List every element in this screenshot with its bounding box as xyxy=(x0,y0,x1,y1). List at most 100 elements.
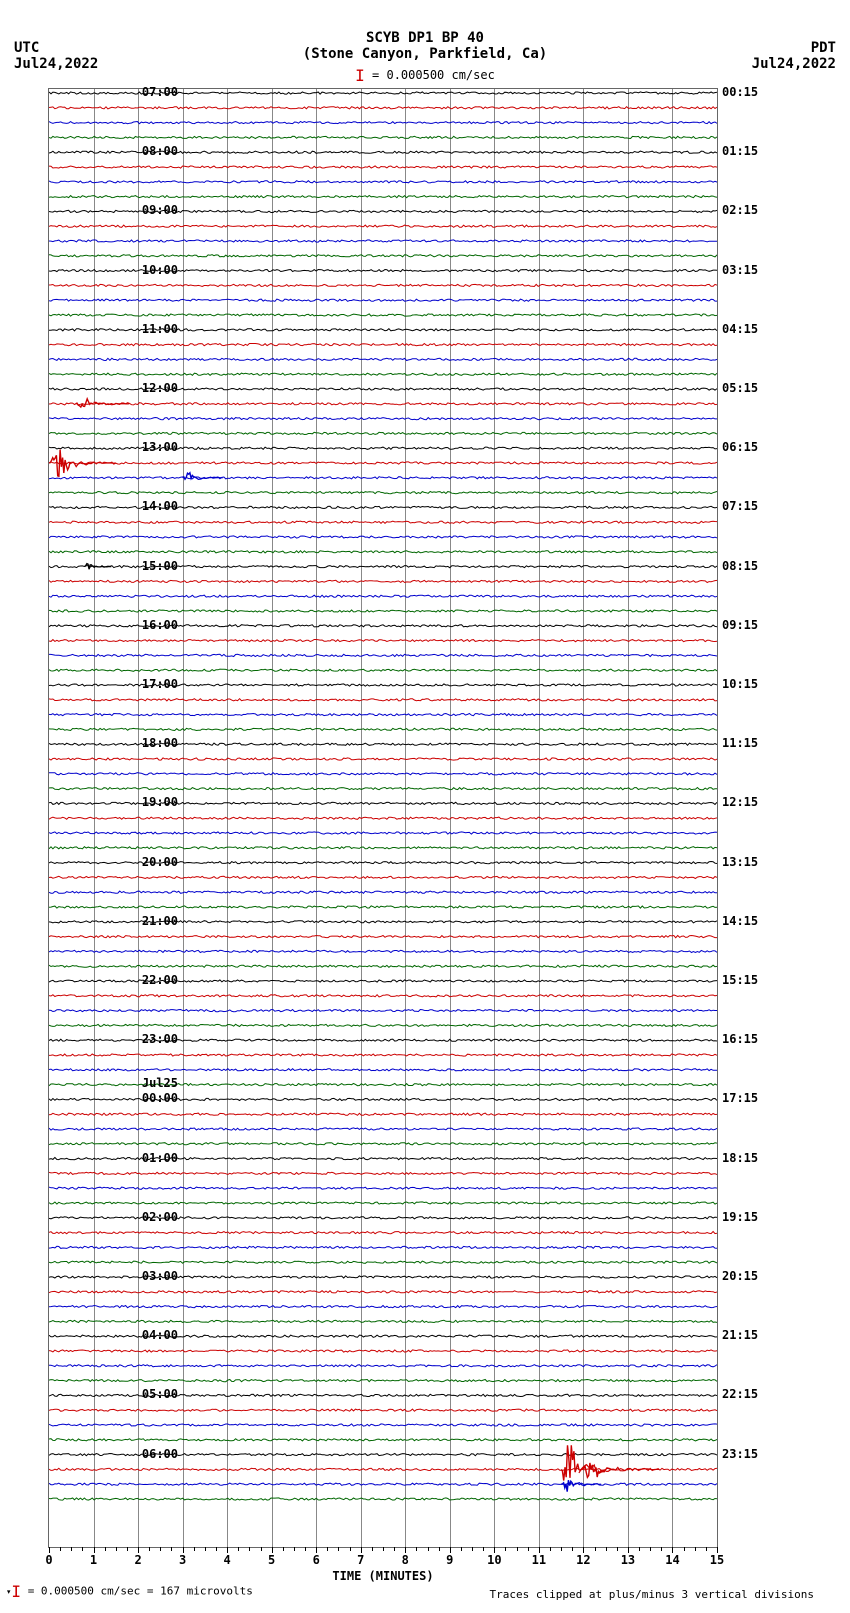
time-left: 18:00 xyxy=(142,736,178,750)
scale-text: = 0.000500 cm/sec xyxy=(372,68,495,82)
time-left: 09:00 xyxy=(142,203,178,217)
time-right: 03:15 xyxy=(722,263,758,277)
xtick-label: 3 xyxy=(179,1553,186,1567)
time-right: 10:15 xyxy=(722,677,758,691)
time-left: 14:00 xyxy=(142,499,178,513)
tz-right: PDT xyxy=(811,40,836,56)
time-left: 04:00 xyxy=(142,1328,178,1342)
xtick-minor xyxy=(116,1547,117,1551)
tz-left: UTC xyxy=(14,40,39,56)
xtick-minor xyxy=(572,1547,573,1551)
time-left: 00:00 xyxy=(142,1091,178,1105)
time-left: 20:00 xyxy=(142,855,178,869)
xtick-minor xyxy=(472,1547,473,1551)
xtick-minor xyxy=(639,1547,640,1551)
xtick-minor xyxy=(383,1547,384,1551)
time-right: 15:15 xyxy=(722,973,758,987)
time-right: 12:15 xyxy=(722,795,758,809)
time-left: 08:00 xyxy=(142,144,178,158)
xtick-minor xyxy=(171,1547,172,1551)
xtick-minor xyxy=(439,1547,440,1551)
xtick-label: 0 xyxy=(45,1553,52,1567)
xtick-minor xyxy=(650,1547,651,1551)
xtick-label: 7 xyxy=(357,1553,364,1567)
xtick-minor xyxy=(294,1547,295,1551)
xtick-minor xyxy=(706,1547,707,1551)
time-right: 19:15 xyxy=(722,1210,758,1224)
xtick-minor xyxy=(238,1547,239,1551)
time-left: 03:00 xyxy=(142,1269,178,1283)
time-left: 19:00 xyxy=(142,795,178,809)
xtick-minor xyxy=(517,1547,518,1551)
time-left: 06:00 xyxy=(142,1447,178,1461)
time-left: 01:00 xyxy=(142,1151,178,1165)
xtick-minor xyxy=(127,1547,128,1551)
xtick-minor xyxy=(305,1547,306,1551)
xtick-minor xyxy=(194,1547,195,1551)
time-left: 02:00 xyxy=(142,1210,178,1224)
time-right: 21:15 xyxy=(722,1328,758,1342)
xtick-minor xyxy=(394,1547,395,1551)
xtick-label: 2 xyxy=(134,1553,141,1567)
time-left: 23:00 xyxy=(142,1032,178,1046)
xtick-minor xyxy=(416,1547,417,1551)
time-right: 16:15 xyxy=(722,1032,758,1046)
time-left: 15:00 xyxy=(142,559,178,573)
xtick-minor xyxy=(283,1547,284,1551)
xtick-minor xyxy=(105,1547,106,1551)
time-right: 07:15 xyxy=(722,499,758,513)
xtick-minor xyxy=(561,1547,562,1551)
time-right: 22:15 xyxy=(722,1387,758,1401)
xtick-label: 14 xyxy=(665,1553,679,1567)
xtick-minor xyxy=(338,1547,339,1551)
time-right: 01:15 xyxy=(722,144,758,158)
time-left: 05:00 xyxy=(142,1387,178,1401)
time-left: 07:00 xyxy=(142,85,178,99)
xtick-minor xyxy=(606,1547,607,1551)
time-right: 14:15 xyxy=(722,914,758,928)
time-right: 11:15 xyxy=(722,736,758,750)
xtick-label: 5 xyxy=(268,1553,275,1567)
xtick-label: 6 xyxy=(313,1553,320,1567)
xtick-minor xyxy=(205,1547,206,1551)
scale-mark-icon: I xyxy=(355,66,365,85)
time-left: 11:00 xyxy=(142,322,178,336)
xtick-label: 9 xyxy=(446,1553,453,1567)
scale-label: I = 0.000500 cm/sec xyxy=(0,66,850,85)
xtick-minor xyxy=(160,1547,161,1551)
xtick-label: 1 xyxy=(90,1553,97,1567)
time-left: 17:00 xyxy=(142,677,178,691)
footer-left-text: = 0.000500 cm/sec = 167 microvolts xyxy=(28,1585,253,1598)
xtick-minor xyxy=(505,1547,506,1551)
time-left: 13:00 xyxy=(142,440,178,454)
day-change-left: Jul25 xyxy=(142,1076,178,1090)
time-right: 00:15 xyxy=(722,85,758,99)
subtitle: (Stone Canyon, Parkfield, Ca) xyxy=(0,46,850,62)
xtick-minor xyxy=(372,1547,373,1551)
title: SCYB DP1 BP 40 xyxy=(0,30,850,46)
xtick-label: 10 xyxy=(487,1553,501,1567)
time-right: 18:15 xyxy=(722,1151,758,1165)
time-left: 10:00 xyxy=(142,263,178,277)
seismogram-container: SCYB DP1 BP 40 (Stone Canyon, Parkfield,… xyxy=(0,0,850,1613)
time-left: 21:00 xyxy=(142,914,178,928)
time-right: 23:15 xyxy=(722,1447,758,1461)
xtick-minor xyxy=(483,1547,484,1551)
xtick-minor xyxy=(461,1547,462,1551)
time-left: 16:00 xyxy=(142,618,178,632)
xtick-minor xyxy=(617,1547,618,1551)
time-right: 06:15 xyxy=(722,440,758,454)
date-right: Jul24,2022 xyxy=(752,56,836,72)
xtick-minor xyxy=(216,1547,217,1551)
xtick-minor xyxy=(249,1547,250,1551)
xtick-minor xyxy=(60,1547,61,1551)
time-right: 09:15 xyxy=(722,618,758,632)
xtick-label: 8 xyxy=(402,1553,409,1567)
xtick-minor xyxy=(595,1547,596,1551)
time-right: 20:15 xyxy=(722,1269,758,1283)
xtick-label: 4 xyxy=(224,1553,231,1567)
time-right: 04:15 xyxy=(722,322,758,336)
x-axis-label: TIME (MINUTES) xyxy=(49,1569,717,1583)
xtick-minor xyxy=(528,1547,529,1551)
time-left: 22:00 xyxy=(142,973,178,987)
